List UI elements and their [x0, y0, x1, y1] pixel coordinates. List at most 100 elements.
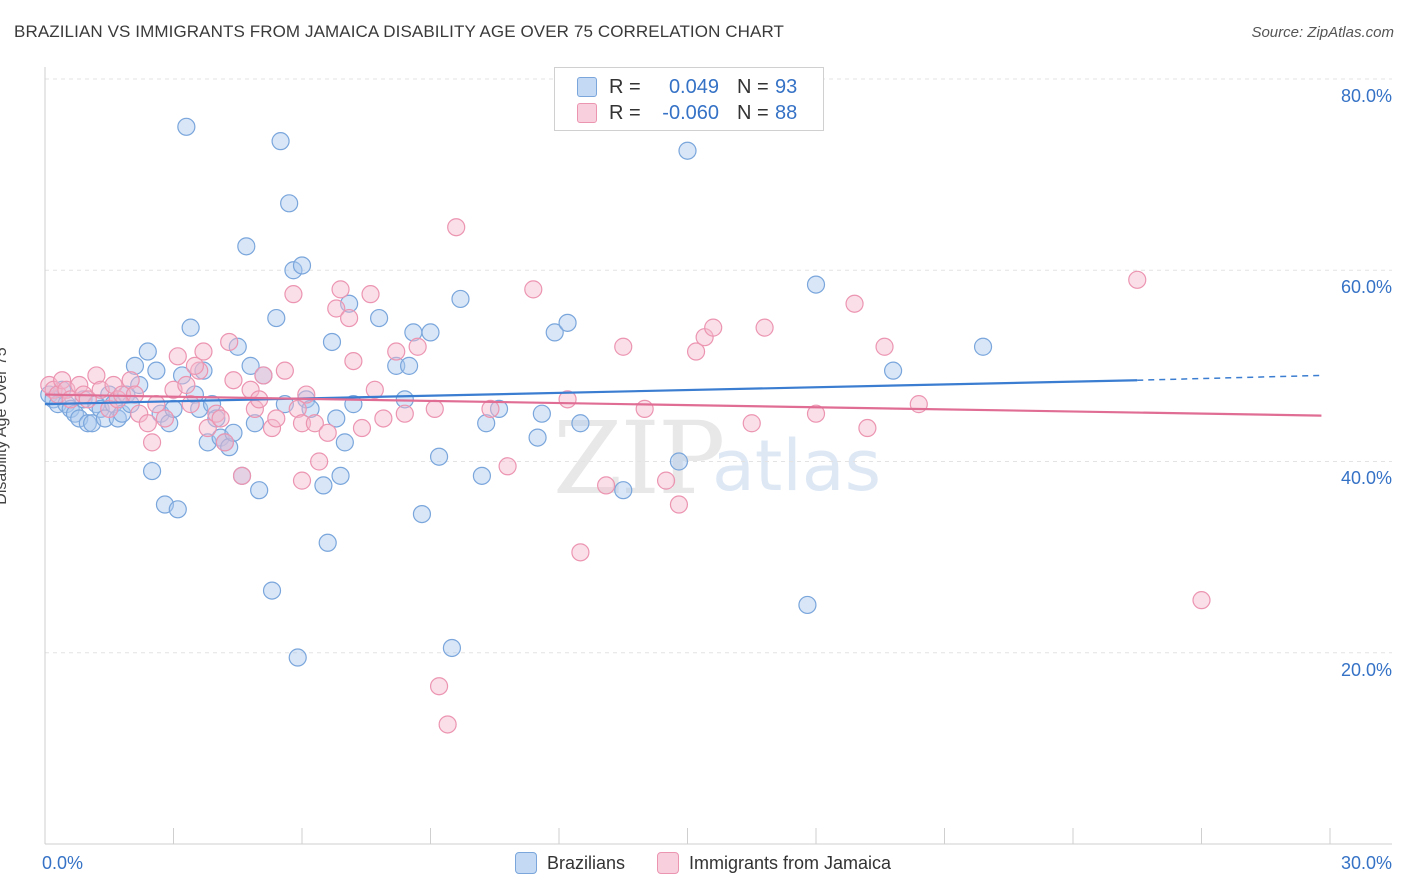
jamaica-point: [755, 318, 774, 337]
r-label: R =: [609, 75, 641, 98]
jamaica-point: [215, 433, 234, 452]
brazilian-point: [678, 141, 697, 160]
brazilian-point: [327, 409, 346, 428]
jamaica-point: [292, 414, 312, 433]
jamaica-point: [267, 409, 286, 428]
brazilian-point: [267, 308, 286, 328]
brazilian-point: [806, 275, 826, 294]
brazilian-point: [280, 194, 299, 213]
brazilian-point: [451, 289, 470, 309]
n-value: 88: [775, 101, 798, 124]
jamaica-point: [318, 423, 337, 442]
brazilian-point: [138, 342, 157, 361]
brazilian-point: [168, 500, 187, 519]
jamaica-point: [365, 380, 384, 399]
legend-label: Immigrants from Jamaica: [688, 852, 892, 873]
jamaica-point: [198, 418, 217, 438]
jamaica-point: [352, 418, 372, 438]
brazilian-point: [177, 117, 196, 136]
jamaica-point: [211, 409, 230, 428]
n-value: 93: [775, 75, 798, 98]
jamaica-point: [481, 399, 500, 419]
jamaica-point: [121, 371, 140, 390]
r-value: -0.060: [662, 101, 719, 124]
y-tick-label: 60.0%: [1340, 277, 1392, 297]
brazilian-point: [614, 481, 633, 500]
jamaica-point: [875, 337, 894, 356]
brazilian-point: [387, 356, 406, 375]
brazilian-point: [331, 466, 350, 485]
brazilian-point: [477, 414, 496, 433]
y-tick-label: 20.0%: [1340, 660, 1392, 680]
brazilian-point: [292, 256, 312, 275]
r-value: 0.049: [668, 75, 719, 98]
brazilian-point: [314, 476, 333, 495]
brazilian-point: [237, 237, 256, 256]
brazilian-point: [301, 399, 320, 419]
brazilian-trendline-extension: [1137, 374, 1322, 381]
jamaica-point: [704, 318, 723, 337]
jamaica-point: [340, 308, 359, 328]
brazilian-point: [370, 308, 389, 328]
jamaica-point: [125, 385, 145, 404]
jamaica-point: [686, 342, 706, 361]
n-label: N =: [737, 75, 769, 98]
brazilian-point: [412, 504, 432, 524]
jamaica-point: [498, 457, 517, 476]
brazilian-point: [228, 337, 247, 356]
jamaica-point: [297, 385, 316, 404]
jamaica-point: [275, 361, 294, 380]
jamaica-point: [395, 404, 414, 423]
jamaica-point: [292, 471, 312, 490]
jamaica-point: [374, 409, 393, 428]
legend-row-jamaica: R = -0.060 N = 88: [577, 101, 797, 125]
jamaica-point: [635, 399, 654, 419]
jamaica-point: [331, 280, 350, 299]
jamaica-point: [327, 299, 346, 318]
brazilian-point: [194, 361, 213, 380]
brazilian-trendline: [44, 379, 1138, 406]
jamaica-point: [284, 285, 303, 304]
brazilian-point: [973, 337, 993, 356]
brazilian-point: [245, 414, 264, 433]
jamaica-point: [344, 351, 363, 371]
jamaica-point: [138, 414, 157, 433]
jamaica-point: [438, 715, 457, 734]
brazilian-point: [288, 648, 307, 667]
legend-item-jamaica[interactable]: Immigrants from Jamaica: [656, 852, 892, 874]
jamaica-point: [262, 418, 282, 438]
legend-item-brazilians[interactable]: Brazilians: [514, 852, 625, 874]
legend-row-brazilians: R = 0.049 N = 93: [577, 75, 797, 99]
pink-swatch: [577, 103, 597, 123]
n-label: N =: [737, 101, 769, 124]
brazilian-point: [318, 533, 337, 552]
brazilian-point: [271, 132, 290, 151]
chart-title: BRAZILIAN VS IMMIGRANTS FROM JAMAICA DIS…: [14, 22, 785, 41]
brazilian-point: [250, 481, 269, 500]
brazilian-point: [472, 466, 491, 485]
jamaica-point: [224, 371, 243, 390]
brazilian-point: [130, 375, 149, 395]
brazilian-point: [95, 409, 115, 428]
pink-swatch: [656, 852, 679, 874]
jamaica-point: [387, 342, 406, 361]
watermark-atlas: atlas: [712, 425, 882, 507]
legend-label: Brazilians: [546, 852, 625, 873]
brazilian-point: [545, 323, 564, 342]
jamaica-point: [155, 409, 175, 428]
x-tick-label: 30.0%: [1340, 853, 1392, 873]
jamaica-point: [656, 471, 676, 490]
correlation-legend: R = 0.049 N = 93 R = -0.060 N = 88: [554, 67, 824, 131]
jamaica-point: [361, 285, 380, 304]
jamaica-point: [806, 404, 826, 423]
watermark-zip: ZIP: [553, 400, 725, 517]
jamaica-point: [524, 280, 543, 299]
jamaica-point: [1192, 591, 1211, 610]
jamaica-point: [614, 337, 633, 356]
brazilian-point: [442, 638, 462, 658]
y-tick-label: 40.0%: [1340, 468, 1392, 488]
y-tick-label: 80.0%: [1340, 86, 1392, 106]
jamaica-point: [845, 294, 864, 313]
jamaica-point: [447, 218, 466, 237]
jamaica-point: [858, 418, 877, 438]
